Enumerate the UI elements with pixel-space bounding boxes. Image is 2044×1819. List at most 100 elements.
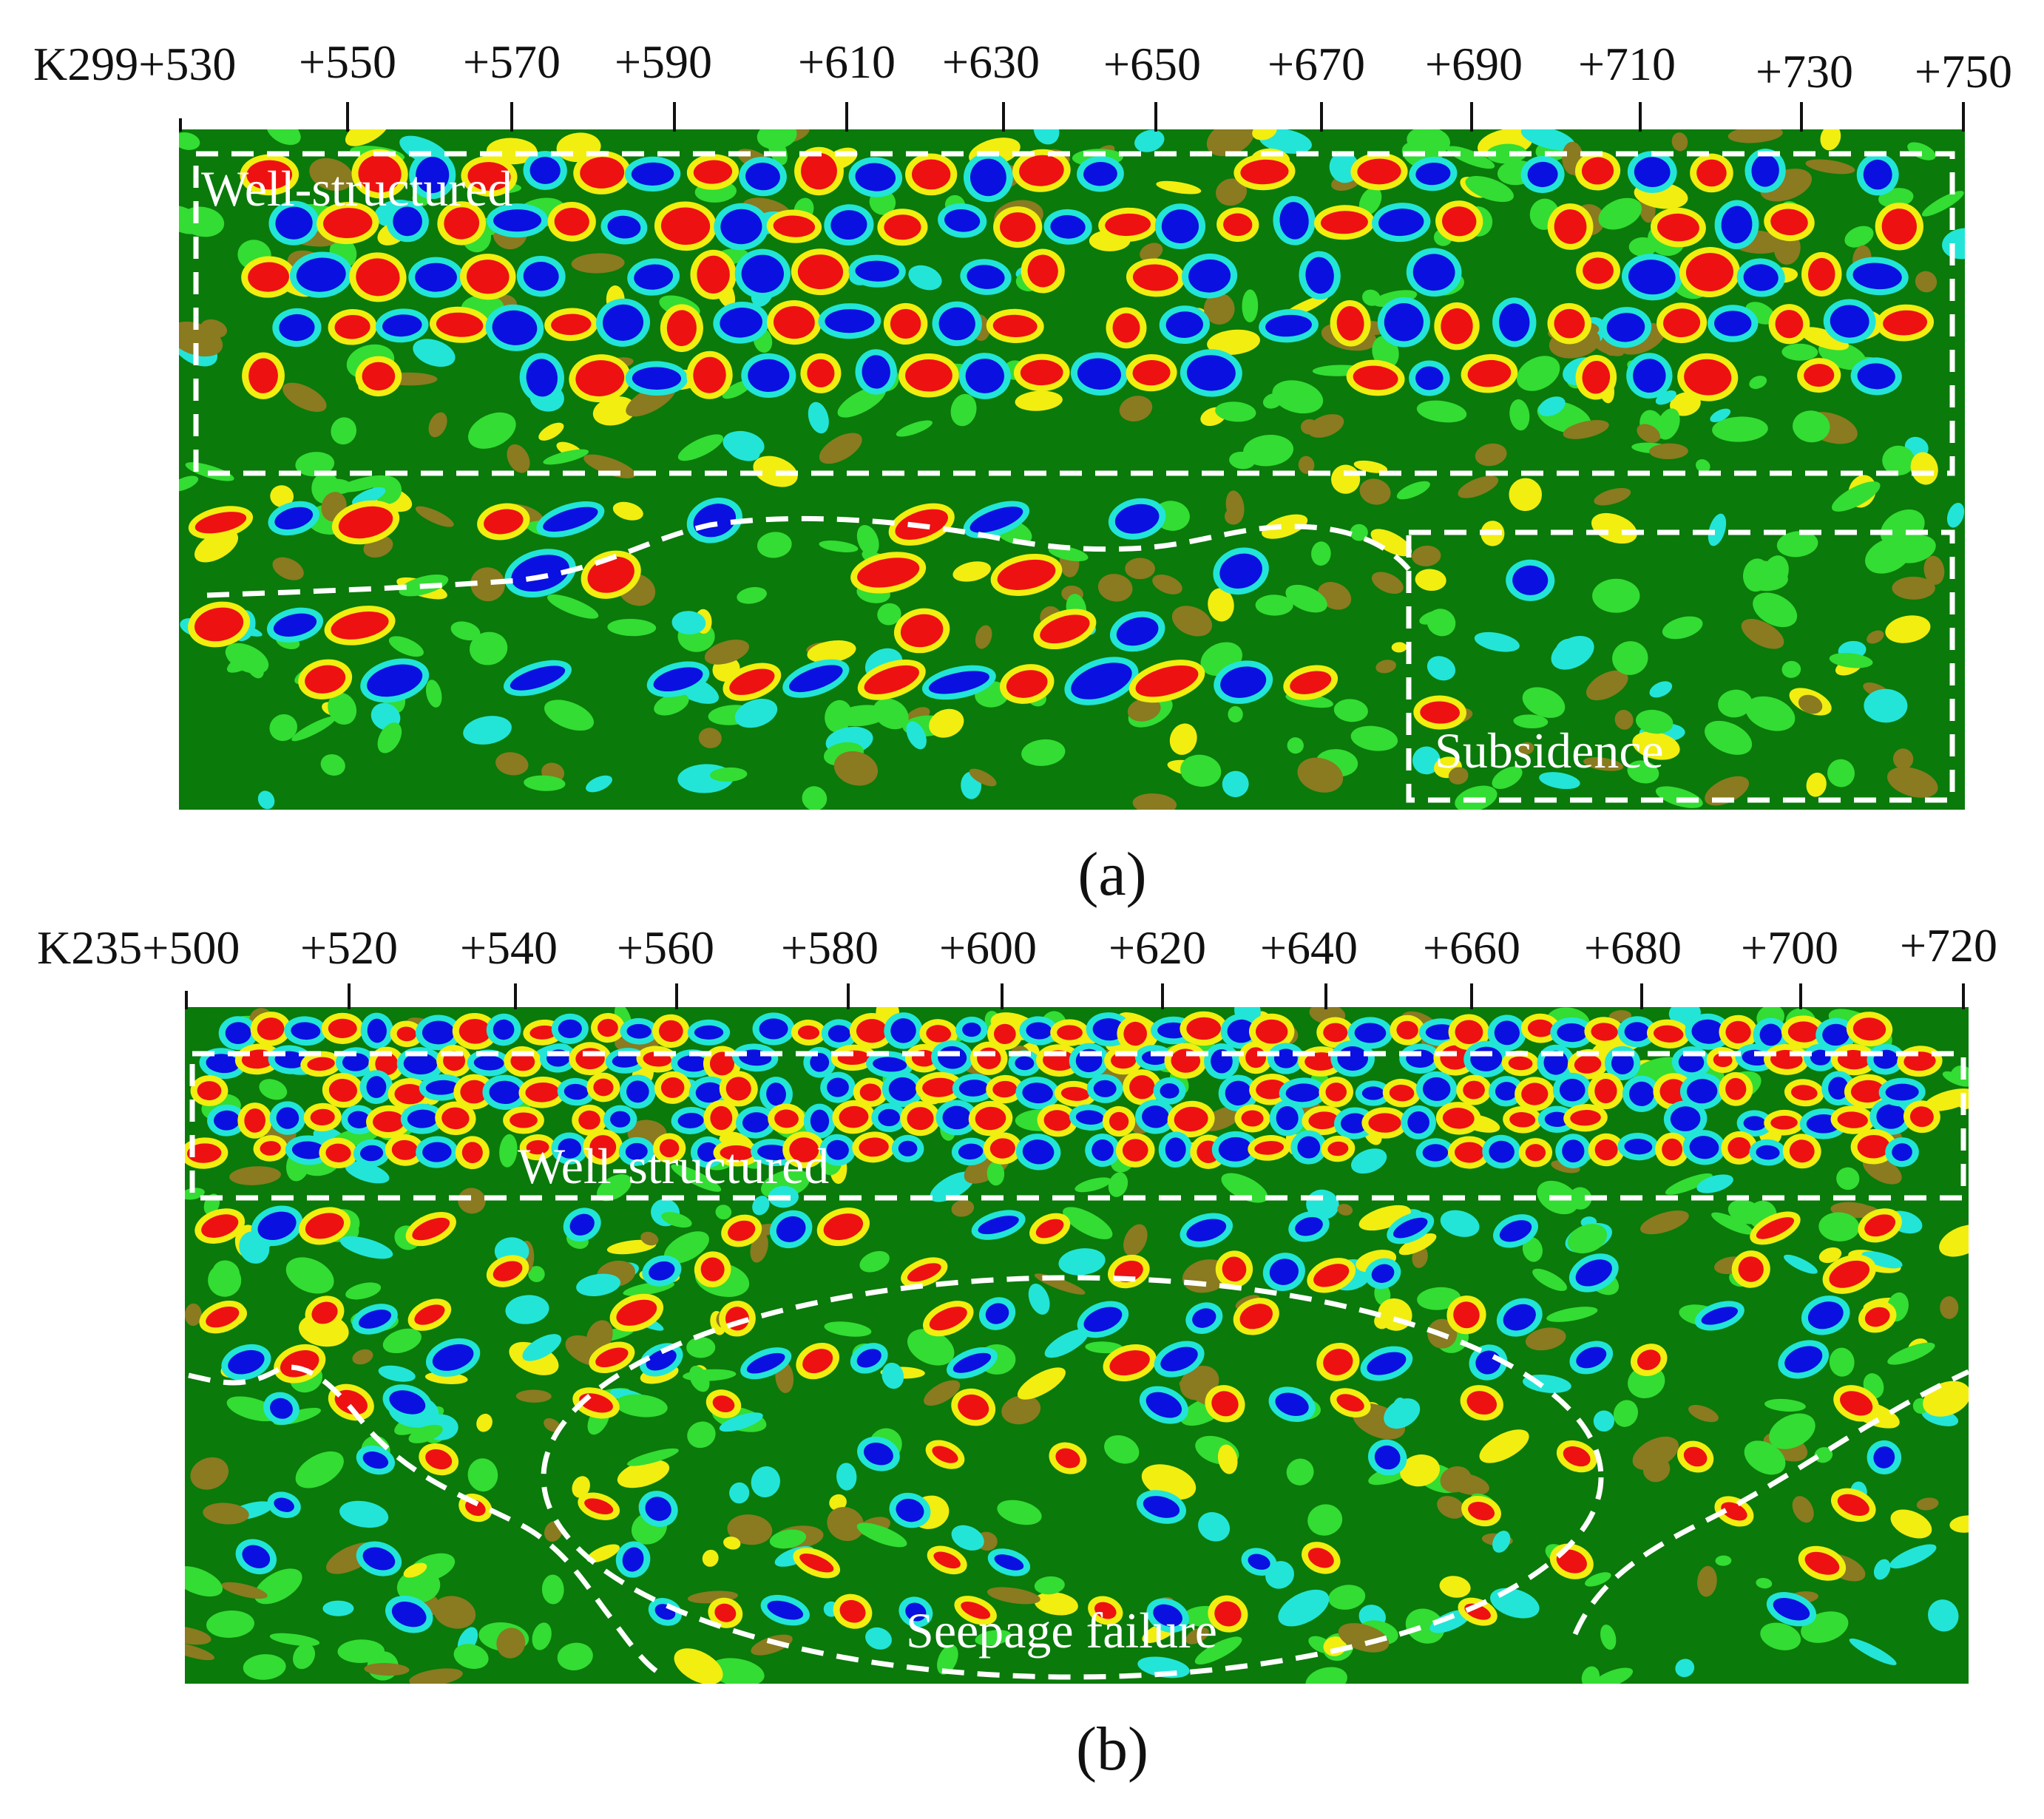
reflection-blob <box>997 1500 1042 1525</box>
reflection-blob <box>1422 1077 1451 1101</box>
reflection-blob <box>728 1220 756 1242</box>
reflection-blob <box>753 455 798 487</box>
reflection-blob <box>1613 1400 1639 1427</box>
reflection-blob <box>1686 1079 1718 1104</box>
reflection-blob <box>185 1626 211 1645</box>
reflection-blob <box>1206 129 1255 157</box>
reflection-blob <box>495 752 529 776</box>
reflection-blob <box>328 692 357 725</box>
reflection-blob <box>584 1498 614 1514</box>
reflection-blob <box>337 1639 385 1663</box>
reflection-blob <box>1513 714 1549 728</box>
reflection-blob <box>1194 1636 1242 1665</box>
reflection-blob <box>1563 1446 1591 1467</box>
reflection-blob <box>776 1216 806 1242</box>
reflection-blob <box>1297 1136 1321 1159</box>
reflection-blob <box>1790 1085 1818 1101</box>
reflection-blob <box>1060 1086 1090 1101</box>
reflection-blob <box>225 1022 251 1045</box>
reflection-blob <box>246 654 264 679</box>
reflection-blob <box>1307 414 1344 438</box>
reflection-blob <box>320 753 345 776</box>
reflection-blob <box>1837 1111 1868 1128</box>
panel-caption-a: (a) <box>1077 840 1146 909</box>
reflection-blob <box>720 1145 754 1161</box>
reflection-blob <box>1554 308 1586 339</box>
reflection-blob <box>416 157 450 194</box>
reflection-blob <box>1940 1296 1959 1319</box>
reflection-blob <box>797 254 844 290</box>
reflection-blob <box>1543 1050 1568 1075</box>
reflection-blob <box>422 1142 452 1162</box>
reflection-blob <box>377 722 402 753</box>
reflection-blob <box>403 1562 427 1578</box>
chainage-label: +640 <box>1260 921 1358 974</box>
reflection-blob <box>1727 129 1783 143</box>
reflection-blob <box>515 1389 552 1403</box>
reflection-blob <box>493 1261 523 1281</box>
reflection-blob <box>1308 1111 1339 1130</box>
reflection-blob <box>992 314 1038 337</box>
reflection-blob <box>325 1143 351 1162</box>
reflection-blob <box>432 1344 474 1371</box>
reflection-blob <box>1222 1256 1247 1282</box>
reflection-blob <box>345 129 390 146</box>
reflection-blob <box>1465 175 1514 203</box>
reflection-blob <box>1756 1145 1780 1160</box>
reflection-blob <box>1725 1077 1747 1100</box>
reflection-blob <box>712 1395 735 1412</box>
reflection-blob <box>465 1500 486 1517</box>
reflection-blob <box>496 1627 526 1659</box>
reflection-blob <box>1340 1113 1369 1134</box>
panel-b-reflection-pattern <box>185 1007 1969 1684</box>
reflection-blob <box>1022 1139 1055 1165</box>
reflection-blob <box>863 1442 893 1466</box>
reflection-blob <box>589 1135 617 1159</box>
reflection-blob <box>375 1052 399 1076</box>
reflection-blob <box>612 501 643 521</box>
reflection-blob <box>634 264 674 290</box>
reflection-blob <box>1375 660 1396 674</box>
reflection-blob <box>859 1137 889 1157</box>
reflection-blob <box>1104 1435 1140 1464</box>
reflection-blob <box>1374 1445 1401 1470</box>
chainage-label-end: +720 <box>1900 919 1997 972</box>
reflection-blob <box>1278 1589 1330 1627</box>
reflection-blob <box>1188 259 1231 293</box>
reflection-blob <box>864 665 919 694</box>
reflection-blob <box>1743 1116 1766 1131</box>
reflection-blob <box>408 1424 443 1443</box>
reflection-blob <box>1071 663 1132 700</box>
reflection-blob <box>366 1076 387 1099</box>
reflection-blob <box>1594 1139 1618 1161</box>
chainage-label: +590 <box>615 35 712 88</box>
reflection-blob <box>1696 159 1727 187</box>
chainage-label: +630 <box>942 35 1040 88</box>
reflection-blob <box>881 1362 904 1389</box>
reflection-blob <box>1864 688 1908 723</box>
reflection-blob <box>859 1250 890 1273</box>
reflection-blob <box>1127 697 1161 722</box>
reflection-blob <box>1556 1549 1587 1574</box>
reflection-blob <box>190 1457 229 1490</box>
chainage-label: +620 <box>1109 921 1206 974</box>
reflection-blob <box>937 1644 958 1675</box>
reflection-blob <box>194 529 239 563</box>
reflection-blob <box>1307 1504 1343 1536</box>
reflection-blob <box>1518 742 1534 755</box>
reflection-blob <box>1923 555 1945 585</box>
reflection-blob <box>1885 615 1931 643</box>
reflection-blob <box>328 1079 357 1102</box>
reflection-blob <box>1671 132 1688 152</box>
reflection-blob <box>1863 159 1892 190</box>
reflection-blob <box>492 310 538 345</box>
chainage-label: +560 <box>617 921 714 974</box>
reflection-blob <box>737 586 767 604</box>
reflection-blob <box>1544 1111 1570 1127</box>
reflection-blob <box>367 1018 387 1043</box>
reflection-blob <box>719 1412 763 1432</box>
reflection-blob <box>1083 1307 1123 1332</box>
reflection-blob <box>1876 1104 1906 1129</box>
chainage-label: +610 <box>798 35 896 88</box>
reflection-blob <box>367 664 423 697</box>
